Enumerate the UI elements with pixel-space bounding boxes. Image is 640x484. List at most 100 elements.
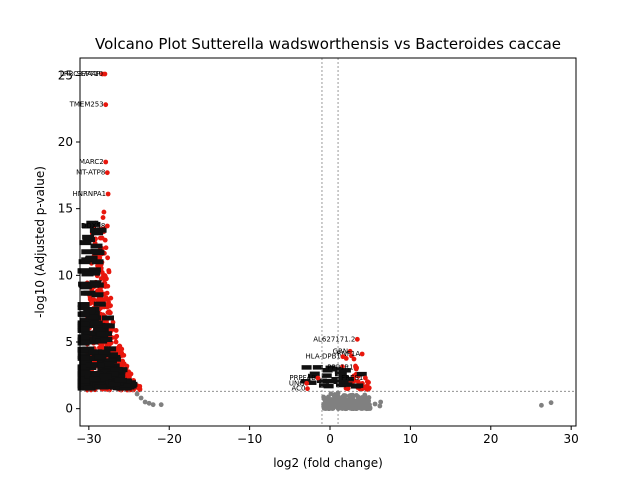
nonsignificant-point xyxy=(138,395,144,401)
significant-point xyxy=(103,295,109,301)
significant-point xyxy=(345,386,351,392)
gene-label-cluster xyxy=(84,373,97,379)
gene-label-cluster xyxy=(92,335,105,341)
gene-label-cluster xyxy=(90,243,103,249)
x-tick-label: −20 xyxy=(157,432,182,446)
gene-label: HNRNPA1 xyxy=(73,190,107,198)
significant-point xyxy=(121,352,127,358)
gene-label-cluster xyxy=(338,375,349,380)
gene-label-cluster xyxy=(96,331,109,337)
gene-label-cluster xyxy=(316,378,327,384)
gene-label-cluster xyxy=(83,308,96,314)
gene-label-cluster xyxy=(105,352,118,358)
gene-label-cluster xyxy=(97,366,110,372)
significant-point xyxy=(304,380,310,386)
gene-label: RNF1A xyxy=(337,350,361,358)
significant-point xyxy=(102,273,108,278)
significant-point xyxy=(99,344,105,350)
gene-label-cluster xyxy=(90,380,103,386)
gene-label-cluster xyxy=(106,371,119,377)
gene-label-cluster xyxy=(90,249,103,255)
significant-point xyxy=(104,223,110,229)
nonsignificant-point xyxy=(342,393,348,399)
gene-label-cluster xyxy=(307,373,318,379)
gene-label-cluster xyxy=(110,367,123,373)
gene-label-cluster xyxy=(94,354,107,360)
gene-label-cluster xyxy=(88,270,101,276)
nonsignificant-point xyxy=(332,392,338,397)
gene-label-cluster xyxy=(81,271,94,277)
x-tick-label: −30 xyxy=(76,432,101,446)
significant-point xyxy=(119,346,125,352)
significant-point xyxy=(101,209,107,215)
nonsignificant-point xyxy=(548,400,554,406)
gene-label-cluster xyxy=(325,378,336,384)
nonsignificant-point xyxy=(146,400,152,406)
y-tick-label: 15 xyxy=(58,202,73,216)
gene-label-cluster xyxy=(82,234,95,240)
gene-label-cluster xyxy=(125,381,138,387)
gene-label: HLA-DPB1 xyxy=(306,353,341,361)
nonsignificant-point xyxy=(142,399,148,405)
gene-label-cluster xyxy=(331,377,342,382)
x-tick-label: 20 xyxy=(483,432,498,446)
gene-label-cluster xyxy=(80,290,93,296)
nonsignificant-point xyxy=(326,398,332,404)
significant-point xyxy=(108,295,114,301)
gene-label-cluster xyxy=(77,302,90,308)
significant-point xyxy=(347,348,353,354)
gene-label-cluster xyxy=(87,282,100,288)
gene-label-cluster xyxy=(322,368,333,373)
gene-label-cluster xyxy=(77,326,90,332)
gene-label-cluster xyxy=(78,259,91,265)
gene-label-cluster xyxy=(77,340,90,346)
nonsignificant-point xyxy=(377,403,383,409)
nonsignificant-point xyxy=(321,403,327,409)
gene-label-cluster xyxy=(301,365,312,370)
gene-label-cluster xyxy=(331,366,342,372)
nonsignificant-point xyxy=(329,401,335,407)
significant-point xyxy=(103,102,109,108)
nonsignificant-point xyxy=(321,396,327,401)
gene-label-cluster xyxy=(90,320,103,326)
nonsignificant-point xyxy=(378,399,384,405)
x-tick-label: 10 xyxy=(403,432,418,446)
significant-point xyxy=(125,373,131,379)
gene-label-cluster xyxy=(77,305,90,311)
gene-label-cluster xyxy=(83,385,96,391)
gene-label-cluster xyxy=(84,365,97,371)
y-tick-label: 25 xyxy=(58,68,73,82)
gene-label-cluster xyxy=(102,361,115,367)
significant-point xyxy=(353,364,359,370)
significant-point xyxy=(103,159,109,165)
gene-label: MT-ATP8 xyxy=(76,169,105,177)
nonsignificant-point xyxy=(359,395,365,400)
gene-label-cluster xyxy=(334,369,345,374)
y-tick-label: 0 xyxy=(65,402,73,416)
gene-label-cluster xyxy=(306,380,317,385)
y-axis-label: -log10 (Adjusted p-value) xyxy=(33,166,47,318)
gene-label-cluster xyxy=(84,256,97,262)
significant-point xyxy=(106,269,112,275)
significant-point xyxy=(348,353,354,359)
nonsignificant-point xyxy=(341,397,347,402)
gene-label-cluster xyxy=(77,378,90,384)
significant-point xyxy=(354,336,360,342)
gene-label: AL627171.2 xyxy=(313,335,355,343)
gene-label-cluster xyxy=(86,339,99,345)
nonsignificant-point xyxy=(366,398,371,404)
nonsignificant-point xyxy=(335,399,340,405)
nonsignificant-point xyxy=(354,400,360,406)
gene-label-cluster xyxy=(77,334,90,340)
gene-label-cluster xyxy=(101,315,114,321)
gene-label-cluster xyxy=(99,373,112,379)
gene-label: AC0 xyxy=(291,385,305,393)
nonsignificant-point xyxy=(331,405,336,411)
gene-label-cluster xyxy=(88,267,101,273)
gene-label-cluster xyxy=(343,376,354,382)
gene-label-cluster xyxy=(77,268,90,274)
gene-label: MARC2 xyxy=(79,158,104,166)
gene-label-cluster xyxy=(91,371,104,377)
significant-point xyxy=(105,310,111,315)
